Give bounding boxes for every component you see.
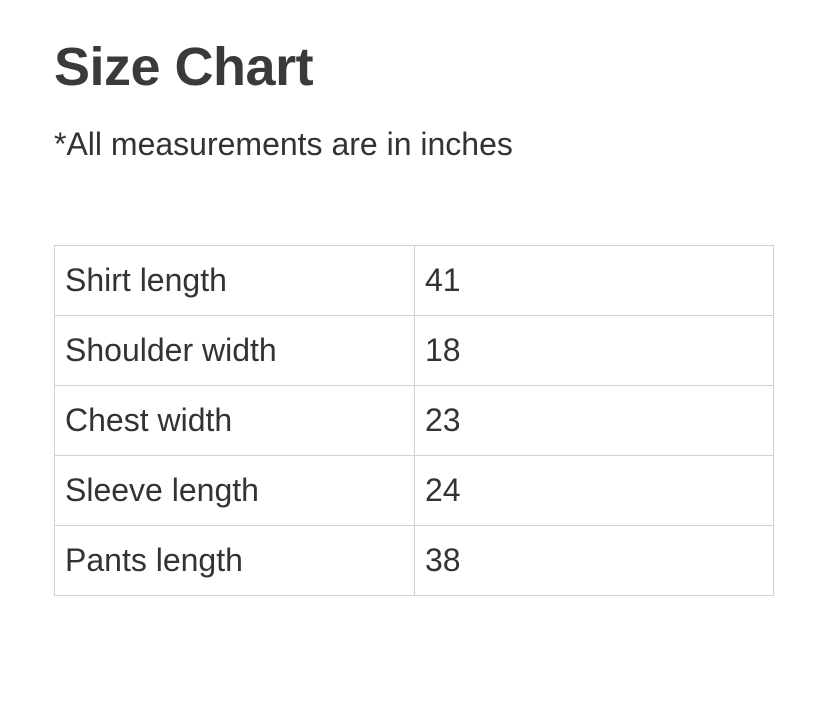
measure-name: Pants length [54, 525, 415, 596]
measure-value: 23 [414, 385, 774, 456]
table-row: Shoulder width 18 [54, 315, 774, 386]
table-row: Shirt length 41 [54, 245, 774, 316]
measure-name: Chest width [54, 385, 415, 456]
size-table: Shirt length 41 Shoulder width 18 Chest widt… [54, 245, 774, 596]
table-row: Sleeve length 24 [54, 455, 774, 526]
title: Size Chart [54, 37, 314, 97]
measure-value: 24 [414, 455, 774, 526]
measure-name: Shirt length [54, 245, 415, 316]
measure-value: 18 [414, 315, 774, 386]
note: *All measurements are in inches [54, 126, 513, 162]
measure-name: Shoulder width [54, 315, 415, 386]
table-row: Chest width 23 [54, 385, 774, 456]
measure-value: 41 [414, 245, 774, 316]
table-row: Pants length 38 [54, 525, 774, 596]
measure-name: Sleeve length [54, 455, 415, 526]
measure-value: 38 [414, 525, 774, 596]
